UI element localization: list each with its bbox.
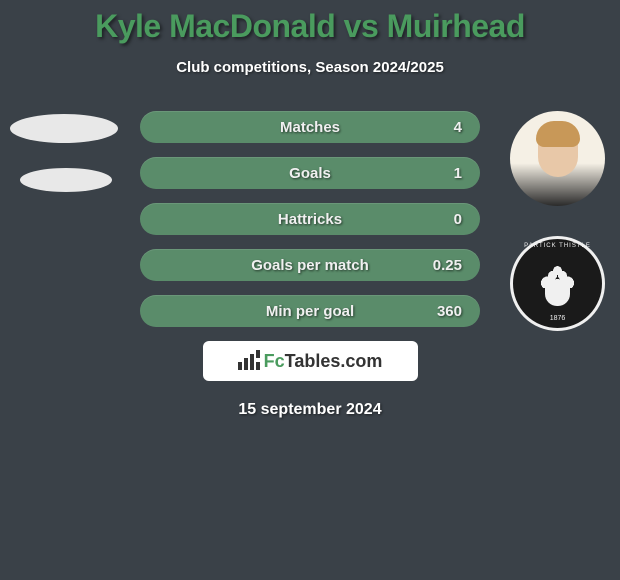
badge-text-bottom: 1876 [513, 315, 602, 322]
subtitle: Club competitions, Season 2024/2025 [0, 59, 620, 76]
comparison-card: Kyle MacDonald vs Muirhead Club competit… [0, 0, 620, 419]
stat-row-goals: Goals 1 [140, 157, 480, 189]
stat-value: 0.25 [422, 257, 462, 274]
club-badge: PARTICK THISTLE 1876 [510, 236, 605, 331]
stat-row-matches: Matches 4 [140, 111, 480, 143]
page-title: Kyle MacDonald vs Muirhead [0, 8, 620, 45]
right-player-area: PARTICK THISTLE 1876 [510, 111, 605, 331]
stat-label: Min per goal [198, 303, 422, 320]
brand-prefix: Fc [264, 351, 285, 371]
content-area: Matches 4 Goals 1 Hattricks 0 Goals per … [0, 111, 620, 327]
left-player-placeholder [10, 114, 118, 192]
stat-label: Matches [198, 119, 422, 136]
stat-row-goals-per-match: Goals per match 0.25 [140, 249, 480, 281]
chart-bars-icon [238, 352, 260, 370]
stat-label: Goals [198, 165, 422, 182]
badge-text-top: PARTICK THISTLE [513, 243, 602, 249]
stat-row-min-per-goal: Min per goal 360 [140, 295, 480, 327]
thistle-icon [535, 261, 580, 306]
brand-suffix: Tables.com [285, 351, 383, 371]
stat-value: 1 [422, 165, 462, 182]
footer-date: 15 september 2024 [0, 401, 620, 419]
stat-label: Goals per match [198, 257, 422, 274]
brand-text: FcTables.com [264, 351, 383, 372]
placeholder-ellipse-1 [10, 114, 118, 143]
stat-label: Hattricks [198, 211, 422, 228]
placeholder-ellipse-2 [20, 168, 112, 192]
stat-value: 0 [422, 211, 462, 228]
branding-box: FcTables.com [203, 341, 418, 381]
stat-value: 360 [422, 303, 462, 320]
stat-value: 4 [422, 119, 462, 136]
stat-row-hattricks: Hattricks 0 [140, 203, 480, 235]
stats-list: Matches 4 Goals 1 Hattricks 0 Goals per … [140, 111, 480, 327]
player-photo [510, 111, 605, 206]
